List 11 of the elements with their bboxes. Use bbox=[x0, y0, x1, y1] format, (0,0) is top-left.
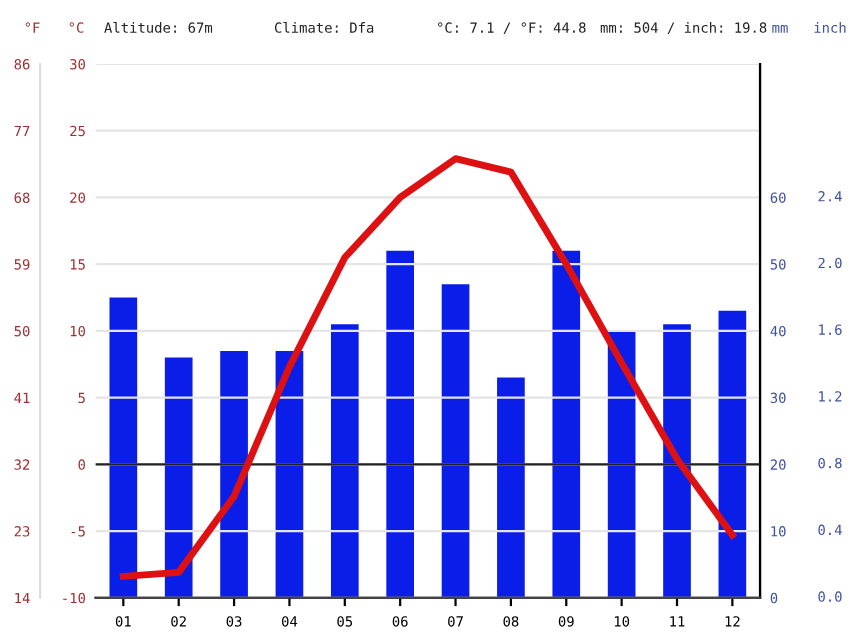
bar bbox=[497, 377, 525, 598]
bar bbox=[109, 297, 138, 598]
bar bbox=[441, 284, 470, 598]
bar bbox=[164, 357, 193, 598]
bar bbox=[663, 324, 691, 598]
bar bbox=[386, 250, 415, 598]
bar bbox=[220, 350, 248, 598]
bar bbox=[718, 310, 747, 598]
bar bbox=[330, 324, 359, 598]
line-series bbox=[119, 155, 736, 580]
bar bbox=[552, 250, 581, 598]
